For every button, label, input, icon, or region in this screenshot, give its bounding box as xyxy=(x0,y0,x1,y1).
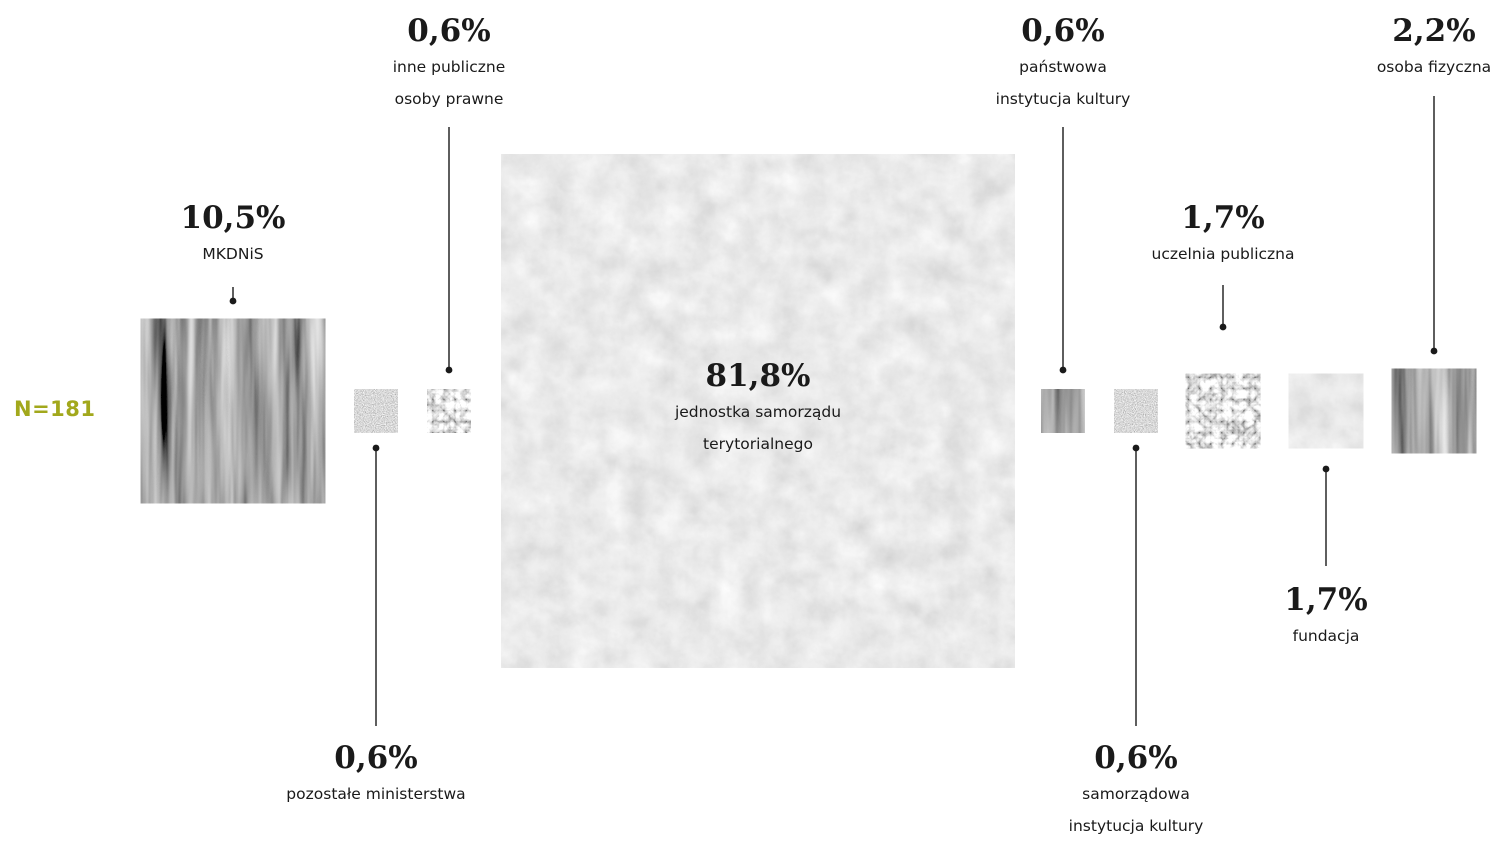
area-square-uczelnia-publiczna xyxy=(1185,373,1261,449)
value-label-pozostale-ministerstwa: 0,6% xyxy=(334,740,418,776)
area-square-osoba-fizyczna xyxy=(1391,368,1477,454)
area-square-jednostka-samorzadu-terytorialnego xyxy=(501,154,1015,668)
category-label-jednostka-samorzadu-terytorialnego: jednostka samorządu terytorialnego xyxy=(638,396,878,460)
category-label-line: uczelnia publiczna xyxy=(1151,245,1295,263)
category-label-panstwowa-instytucja-kultury: państwowa instytucja kultury xyxy=(943,51,1183,115)
value-label-osoba-fizyczna: 2,2% xyxy=(1392,13,1476,49)
category-label-line: państwowa xyxy=(1019,58,1107,76)
value-label-fundacja: 1,7% xyxy=(1284,582,1368,618)
category-label-line: inne publiczne xyxy=(392,58,506,76)
category-label-pozostale-ministerstwa: pozostałe ministerstwa xyxy=(256,778,496,810)
category-label-line: pozostałe ministerstwa xyxy=(286,785,466,803)
category-label-line: samorządowa xyxy=(1082,785,1190,803)
sample-size-label: N=181 xyxy=(14,397,96,421)
value-label-jednostka-samorzadu-terytorialnego: 81,8% xyxy=(705,358,811,394)
category-label-uczelnia-publiczna: uczelnia publiczna xyxy=(1103,238,1343,270)
area-square-mkdnis xyxy=(140,318,326,504)
leader-dot-fundacja xyxy=(1322,465,1330,473)
value-label-panstwowa-instytucja-kultury: 0,6% xyxy=(1021,13,1105,49)
value-label-inne-publiczne-osoby-prawne: 0,6% xyxy=(407,13,491,49)
area-square-fundacja xyxy=(1288,373,1364,449)
category-label-line: jednostka samorządu xyxy=(674,403,842,421)
category-label-line: MKDNiS xyxy=(202,245,264,263)
value-label-mkdnis: 10,5% xyxy=(180,200,286,236)
area-square-inne-publiczne-osoby-prawne xyxy=(427,389,471,433)
category-label-line: instytucja kultury xyxy=(995,90,1131,108)
area-square-pozostale-ministerstwa xyxy=(354,389,398,433)
leader-dot-pozostale-ministerstwa xyxy=(372,444,380,452)
leader-dot-panstwowa-instytucja-kultury xyxy=(1059,366,1067,374)
category-label-line: osoba fizyczna xyxy=(1376,58,1492,76)
leader-dot-mkdnis xyxy=(229,297,237,305)
category-label-fundacja: fundacja xyxy=(1206,620,1446,652)
leader-dot-uczelnia-publiczna xyxy=(1219,323,1227,331)
category-label-line: osoby prawne xyxy=(394,90,504,108)
category-label-inne-publiczne-osoby-prawne: inne publiczne osoby prawne xyxy=(329,51,569,115)
value-label-uczelnia-publiczna: 1,7% xyxy=(1181,200,1265,236)
category-label-osoba-fizyczna: osoba fizyczna xyxy=(1314,51,1506,83)
area-square-samorzadowa-instytucja-kultury xyxy=(1114,389,1158,433)
area-square-panstwowa-instytucja-kultury xyxy=(1041,389,1085,433)
category-label-line: terytorialnego xyxy=(703,435,813,453)
category-label-mkdnis: MKDNiS xyxy=(113,238,353,270)
leader-dot-osoba-fizyczna xyxy=(1430,347,1438,355)
leader-dot-samorzadowa-instytucja-kultury xyxy=(1132,444,1140,452)
category-label-line: instytucja kultury xyxy=(1068,817,1204,835)
category-label-line: fundacja xyxy=(1292,627,1360,645)
value-label-samorzadowa-instytucja-kultury: 0,6% xyxy=(1094,740,1178,776)
category-label-samorzadowa-instytucja-kultury: samorządowa instytucja kultury xyxy=(1016,778,1256,842)
leader-dot-inne-publiczne-osoby-prawne xyxy=(445,366,453,374)
